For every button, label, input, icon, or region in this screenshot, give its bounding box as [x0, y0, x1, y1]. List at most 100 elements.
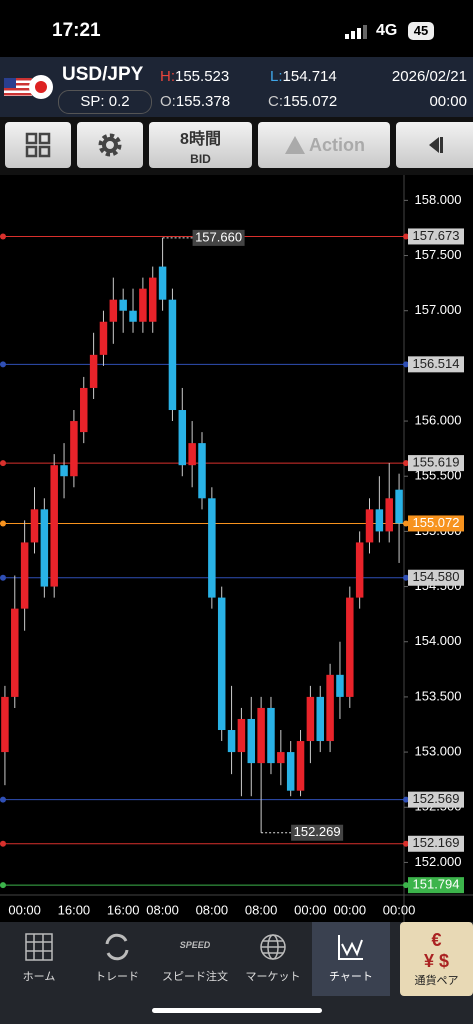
action-button[interactable]: Action: [258, 122, 390, 168]
candle-body: [267, 707, 275, 764]
level-label-box: [408, 877, 464, 894]
annotation-box: [291, 824, 344, 841]
candle-body: [99, 321, 108, 355]
nav-speed[interactable]: SPEED スピード注文: [156, 922, 234, 996]
x-tick-label: 00:00: [334, 902, 367, 917]
candle-body: [247, 718, 256, 764]
layout-button[interactable]: [5, 122, 71, 168]
nav-pairs[interactable]: € ¥ $ 通貨ペア: [400, 922, 473, 996]
clock: 17:21: [52, 20, 101, 41]
y-tick-label: 156.000: [415, 412, 462, 427]
network: 4G: [376, 22, 398, 39]
level-label: 155.619: [413, 455, 460, 470]
candle-body: [355, 542, 364, 598]
high-label: H:: [160, 68, 175, 85]
x-tick-label: 00:00: [294, 902, 327, 917]
y-tick-label: 153.000: [415, 744, 462, 759]
collapse-button[interactable]: [396, 122, 473, 168]
annotation-label: 157.660: [195, 229, 242, 244]
level-dot: [403, 520, 409, 527]
y-tick-label: 155.500: [415, 468, 462, 483]
candle-body: [385, 498, 393, 532]
candle-body: [158, 266, 167, 300]
annotation-box: [192, 229, 245, 246]
close-label: C:: [268, 93, 283, 110]
battery: 45: [408, 22, 434, 40]
spread: SP: 0.2: [58, 90, 152, 114]
level-label: 154.580: [413, 569, 460, 584]
candle-body: [296, 741, 305, 791]
level-label-box: [408, 228, 464, 245]
candle-body: [109, 299, 118, 322]
level-dot: [0, 840, 6, 847]
candle-body: [375, 509, 384, 532]
close: 155.072: [283, 93, 338, 110]
level-dot: [403, 233, 409, 240]
candle-body: [119, 299, 127, 311]
signal-icon: [345, 25, 367, 39]
x-tick-label: 08:00: [146, 902, 179, 917]
candle-body: [139, 288, 147, 322]
nav-label: トレード: [95, 971, 139, 983]
candle-body: [227, 730, 236, 753]
nav-label: スピード注文: [162, 971, 228, 983]
level-label-box: [408, 569, 464, 586]
candle-body: [148, 277, 157, 322]
nav-label: チャート: [329, 971, 373, 983]
level-label-box: [408, 835, 464, 852]
candle-body: [80, 387, 88, 433]
currency-flags: [4, 75, 53, 99]
level-dot: [0, 882, 6, 889]
x-tick-label: 16:00: [58, 902, 91, 917]
x-tick-label: 00:00: [8, 902, 41, 917]
nav-label: 通貨ペア: [414, 975, 459, 987]
x-tick-label: 16:00: [107, 902, 140, 917]
candle-body: [336, 674, 344, 697]
y-tick-label: 154.000: [415, 633, 462, 648]
annotation-label: 152.269: [294, 824, 341, 839]
pair[interactable]: USD/JPY: [62, 64, 144, 85]
level-dot: [403, 361, 409, 368]
candle-body: [286, 752, 295, 791]
candle-body: [316, 696, 324, 742]
level-dot: [0, 574, 6, 581]
candle-body: [237, 718, 246, 753]
candle-body: [178, 410, 187, 466]
level-label-box: [408, 791, 464, 808]
candle-body: [257, 707, 265, 764]
date: 2026/02/21: [391, 68, 467, 85]
time: 00:00: [429, 93, 467, 110]
candle-body: [346, 597, 354, 697]
level-label: 152.569: [413, 791, 460, 806]
candle-body: [306, 696, 315, 742]
candle-body: [89, 354, 98, 388]
nav-trade[interactable]: トレード: [78, 922, 156, 996]
candle-body: [129, 310, 137, 322]
nav-home[interactable]: ホーム: [0, 922, 78, 996]
speed-icon: SPEED: [179, 940, 211, 950]
level-label-box: [408, 455, 464, 472]
level-label-box: [408, 515, 464, 532]
candle-body: [50, 465, 58, 587]
nav-chart[interactable]: チャート: [312, 922, 390, 996]
low-label: L:: [270, 68, 283, 85]
open-label: O:: [160, 93, 176, 110]
open: 155.378: [175, 93, 231, 110]
level-label: 155.072: [413, 515, 460, 530]
nav-market[interactable]: マーケット: [234, 922, 312, 996]
y-tick-label: 157.500: [415, 247, 462, 262]
candle-body: [326, 674, 334, 742]
candle-body: [198, 443, 206, 499]
candle-body: [70, 421, 78, 477]
level-dot: [403, 574, 409, 581]
x-tick-label: 00:00: [383, 902, 416, 917]
candle-body: [395, 489, 403, 524]
nav-label: マーケット: [245, 971, 301, 983]
period-button[interactable]: 8時間 BID: [149, 122, 252, 168]
level-dot: [403, 460, 409, 467]
level-dot: [403, 796, 409, 803]
candle-body: [168, 299, 177, 411]
action: Action: [309, 134, 365, 155]
settings-button[interactable]: [77, 122, 143, 168]
